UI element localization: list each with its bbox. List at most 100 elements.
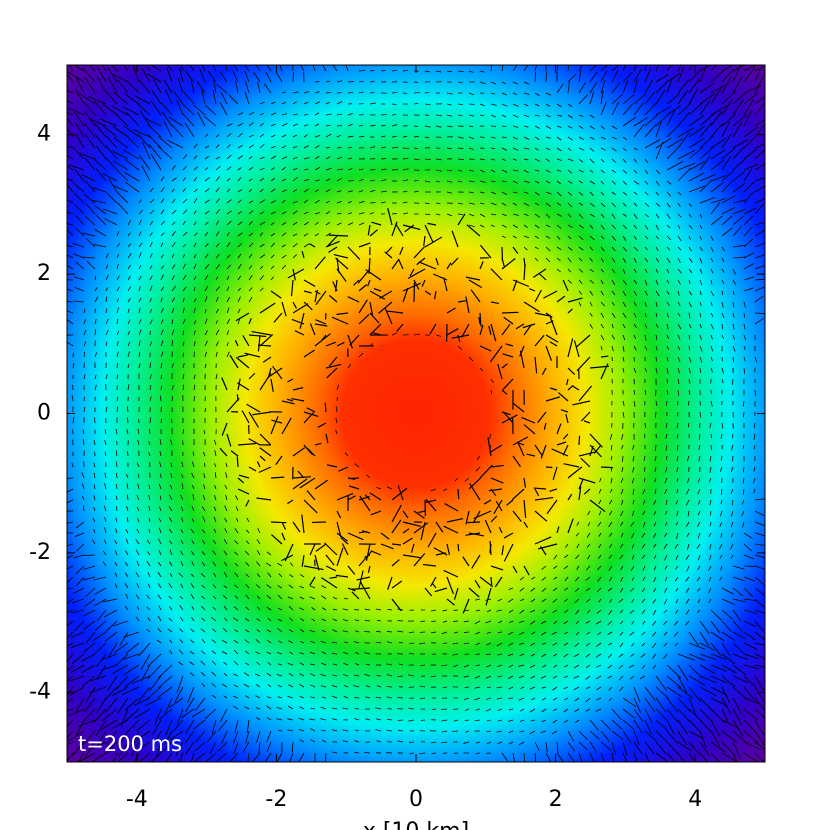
vector <box>85 180 96 193</box>
vector <box>654 411 657 418</box>
y-tick-label: 2 <box>37 261 51 286</box>
vector <box>380 532 390 540</box>
vector <box>512 180 519 184</box>
vector <box>688 69 701 83</box>
vector <box>358 135 365 138</box>
vector <box>233 606 239 611</box>
vector <box>201 539 206 545</box>
vector <box>610 455 613 461</box>
vector <box>465 532 481 536</box>
vector <box>281 400 295 405</box>
vector <box>420 697 426 700</box>
vector <box>618 653 624 658</box>
vector <box>743 238 754 248</box>
vector <box>429 323 437 335</box>
vector <box>144 697 162 707</box>
vector <box>335 574 349 578</box>
vector <box>677 150 695 160</box>
vector <box>697 477 701 483</box>
vector <box>674 642 679 647</box>
vector <box>435 114 442 117</box>
vector <box>655 697 667 713</box>
vector <box>567 493 573 501</box>
vector <box>314 135 321 138</box>
vector <box>223 585 228 589</box>
vector <box>288 684 294 688</box>
vector <box>292 91 299 94</box>
vector <box>376 675 382 677</box>
vector <box>589 301 593 307</box>
vector <box>314 479 329 490</box>
vector <box>256 684 261 688</box>
vector <box>157 583 162 589</box>
vector <box>248 220 253 226</box>
vector <box>124 583 129 589</box>
vector <box>563 463 580 468</box>
vector <box>292 243 298 248</box>
vector <box>556 752 564 762</box>
vector <box>597 631 602 636</box>
vector <box>420 664 426 667</box>
vector <box>281 211 287 215</box>
vector <box>397 740 404 743</box>
vector <box>699 642 716 651</box>
vector <box>699 224 703 230</box>
vector <box>193 298 197 303</box>
vector <box>534 741 540 752</box>
vector <box>358 80 364 83</box>
vector <box>464 719 470 722</box>
vector <box>457 213 466 226</box>
vector <box>600 136 606 140</box>
vector <box>622 169 627 174</box>
vector <box>101 653 118 661</box>
vector <box>641 642 646 647</box>
vector <box>490 202 497 206</box>
vector <box>563 686 569 690</box>
vector <box>545 169 551 173</box>
vector <box>754 295 764 303</box>
vector <box>534 536 552 545</box>
vector <box>171 209 177 215</box>
vector <box>468 477 482 490</box>
vector <box>574 587 580 593</box>
vector <box>158 538 162 545</box>
vector <box>435 213 441 216</box>
vector <box>234 595 239 600</box>
vector <box>721 246 726 252</box>
vector <box>754 96 765 105</box>
vector <box>457 81 463 84</box>
vector <box>355 729 360 732</box>
vector <box>256 584 261 589</box>
vector <box>487 609 492 613</box>
vector <box>424 91 430 94</box>
vector <box>490 81 497 85</box>
vector <box>105 308 108 314</box>
vector <box>709 455 712 462</box>
vector <box>336 101 343 105</box>
vector <box>698 433 701 440</box>
vector <box>732 697 742 714</box>
vector <box>754 286 765 292</box>
vector <box>696 521 701 528</box>
vector <box>408 707 415 710</box>
vector <box>600 80 606 94</box>
vector <box>212 606 217 611</box>
vector <box>336 384 340 391</box>
vector <box>685 521 690 527</box>
vector <box>191 617 195 622</box>
vector <box>138 219 142 226</box>
vector <box>699 620 710 634</box>
vector <box>523 264 526 281</box>
vector <box>75 133 85 149</box>
vector <box>125 605 129 611</box>
vector <box>298 728 305 732</box>
vector <box>655 268 659 274</box>
vector <box>345 65 349 72</box>
vector <box>754 312 765 315</box>
vector <box>721 752 738 762</box>
vector <box>600 246 605 252</box>
vector <box>611 257 616 263</box>
vector <box>622 345 625 352</box>
vector <box>104 134 118 149</box>
vector <box>632 444 635 450</box>
